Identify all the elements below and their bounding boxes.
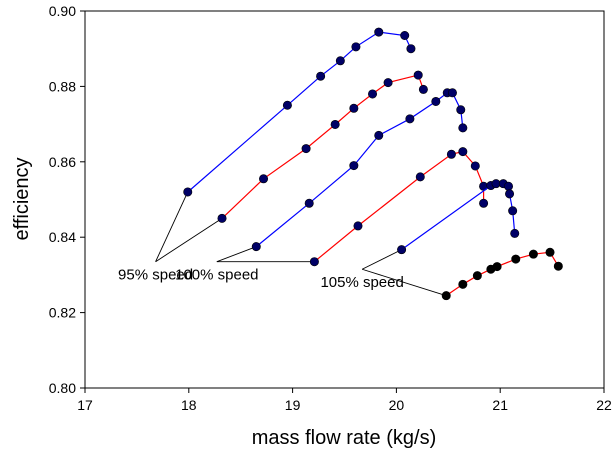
data-point [349,161,359,171]
annotation-leader-line [155,191,189,262]
data-point [183,187,193,197]
annotation-label: 95% speed [118,267,193,284]
x-tick-label: 22 [596,397,612,413]
data-point [447,88,457,98]
data-point [505,189,515,199]
series-group [183,27,563,301]
y-tick-label: 0.80 [49,380,76,396]
data-point [349,103,359,113]
x-tick-label: 19 [285,397,301,413]
data-point [508,206,518,216]
data-point [479,198,489,208]
data-point [413,70,423,80]
axis-ticks: 17 18 19 20 21 22 0.80 0.82 0.84 0.86 0.88 0.90 [49,3,612,413]
data-point [397,245,407,255]
data-point [553,261,563,271]
data-point [545,247,555,257]
y-tick-label: 0.82 [49,305,76,321]
y-tick-label: 0.84 [49,229,76,245]
data-point [458,279,468,289]
data-point [309,257,319,267]
data-point [458,147,468,157]
annotation-leader-line [362,268,447,297]
data-point [441,291,451,301]
data-point [510,228,520,238]
x-tick-label: 20 [389,397,405,413]
data-point [405,114,415,124]
series-2 [217,70,428,223]
data-point [470,161,480,171]
data-point [374,130,384,140]
data-point [400,31,410,41]
plot-area [84,10,605,389]
x-tick-label: 18 [181,397,197,413]
data-point [282,100,292,110]
x-tick-label: 17 [77,397,93,413]
y-axis-title: efficiency [11,157,33,240]
data-point [472,271,482,281]
y-tick-label: 0.86 [49,154,76,170]
data-point [304,198,314,208]
data-point [353,221,363,231]
data-point [368,89,378,99]
data-point [446,149,456,159]
data-point [374,27,384,37]
data-point [415,172,425,182]
annotation-label: 105% speed [320,274,403,291]
data-point [504,181,514,191]
data-point [418,84,428,94]
data-point [351,42,361,52]
series-6 [441,247,563,301]
data-point [528,249,538,259]
data-point [301,144,311,154]
data-point [259,174,269,184]
data-point [335,56,345,66]
data-point [251,242,261,252]
series-3 [251,88,468,252]
data-point [406,44,416,54]
series-1 [183,27,416,197]
data-point [456,105,466,115]
annotation-label: 100% speed [175,267,258,284]
data-point [431,96,441,106]
data-point [511,254,521,264]
series-5 [397,179,520,255]
x-axis-title: mass flow rate (kg/s) [252,427,436,449]
series-line [255,92,464,248]
data-point [383,78,393,88]
y-tick-label: 0.88 [49,78,76,94]
data-point [316,71,326,81]
annotation-leader-line [361,249,402,270]
data-point [217,213,227,223]
series-4 [309,147,489,267]
data-point [492,262,502,272]
annotation-leader-line [216,246,257,263]
x-tick-label: 21 [492,397,508,413]
data-point [458,123,468,133]
annotation-leader-line [155,217,223,263]
data-point [330,119,340,129]
y-tick-label: 0.90 [49,3,76,19]
